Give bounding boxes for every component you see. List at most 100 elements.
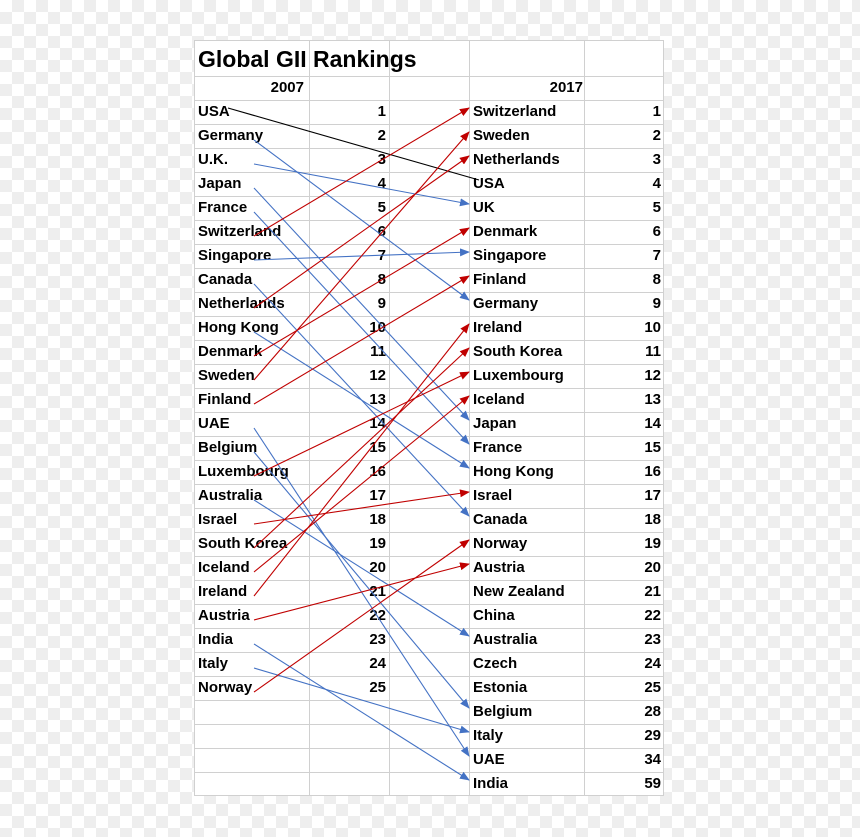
country-2017: Denmark bbox=[473, 223, 538, 240]
rank-change-arrow-down bbox=[253, 667, 470, 734]
rank-2007: 18 bbox=[369, 511, 386, 528]
grid-hline bbox=[194, 795, 664, 796]
grid-hline bbox=[194, 388, 664, 389]
rank-change-arrow-up bbox=[253, 131, 470, 381]
grid-hline bbox=[194, 628, 664, 629]
rank-change-arrow-up bbox=[253, 562, 470, 621]
rank-2017: 6 bbox=[652, 223, 661, 240]
country-2017: Italy bbox=[473, 727, 504, 744]
country-2017: Japan bbox=[473, 415, 517, 432]
rankings-sheet: Global GII Rankings 2007 2017 USA 1 German… bbox=[194, 40, 664, 796]
country-2017: Singapore bbox=[473, 247, 547, 264]
country-2007: France bbox=[198, 199, 248, 216]
country-2007: Belgium bbox=[198, 439, 258, 456]
rank-change-arrow-up bbox=[253, 539, 470, 693]
rank-2017: 1 bbox=[652, 103, 661, 120]
grid-hline bbox=[194, 244, 664, 245]
grid-hline bbox=[194, 556, 664, 557]
rank-2017: 59 bbox=[644, 775, 661, 792]
rank-change-arrow-up bbox=[253, 489, 470, 525]
country-2007: India bbox=[198, 631, 234, 648]
rank-2007: 14 bbox=[369, 415, 386, 432]
rank-change-arrow-up bbox=[253, 323, 470, 597]
rank-2007: 4 bbox=[377, 175, 386, 192]
country-2017: Luxembourg bbox=[473, 367, 564, 384]
rank-2007: 13 bbox=[369, 391, 386, 408]
rank-2017: 29 bbox=[644, 727, 661, 744]
grid-hline bbox=[194, 364, 664, 365]
rank-change-arrow-up bbox=[253, 107, 470, 237]
country-2007: Singapore bbox=[198, 247, 272, 264]
rank-2017: 24 bbox=[644, 655, 661, 672]
grid-vline-title bbox=[309, 40, 310, 76]
rank-2007: 5 bbox=[377, 199, 386, 216]
rank-2017: 2 bbox=[652, 127, 661, 144]
rank-change-arrow-down bbox=[253, 211, 470, 445]
country-2007: South Korea bbox=[198, 535, 288, 552]
rank-change-arrow-down bbox=[253, 451, 470, 709]
grid-hline bbox=[194, 148, 664, 149]
grid-hline bbox=[194, 484, 664, 485]
rank-change-arrow-down bbox=[253, 643, 470, 781]
rank-2017: 16 bbox=[644, 463, 661, 480]
country-2017: Switzerland bbox=[473, 103, 557, 120]
rank-2017: 28 bbox=[644, 703, 661, 720]
rank-2017: 7 bbox=[652, 247, 661, 264]
country-2007: Sweden bbox=[198, 367, 255, 384]
rank-2007: 15 bbox=[369, 439, 386, 456]
country-2017: Israel bbox=[473, 487, 513, 504]
grid-vline bbox=[194, 40, 195, 796]
rank-2017: 5 bbox=[652, 199, 661, 216]
country-2007: Norway bbox=[198, 679, 253, 696]
grid-hline bbox=[194, 268, 664, 269]
rank-2017: 11 bbox=[645, 343, 661, 360]
grid-hline bbox=[194, 700, 664, 701]
grid-hline bbox=[194, 532, 664, 533]
country-2017: Australia bbox=[473, 631, 538, 648]
grid-hline bbox=[194, 124, 664, 125]
rank-2007: 24 bbox=[369, 655, 386, 672]
country-2017: Hong Kong bbox=[473, 463, 554, 480]
country-2007: Austria bbox=[198, 607, 250, 624]
country-2017: India bbox=[473, 775, 509, 792]
rank-2007: 6 bbox=[377, 223, 386, 240]
rank-2007: 2 bbox=[377, 127, 386, 144]
rank-2017: 8 bbox=[652, 271, 661, 288]
grid-vline bbox=[663, 40, 664, 796]
country-2007: Israel bbox=[198, 511, 238, 528]
grid-hline bbox=[194, 292, 664, 293]
grid-hline bbox=[194, 172, 664, 173]
rank-2007: 19 bbox=[369, 535, 386, 552]
country-2017: UK bbox=[473, 199, 495, 216]
country-2017: Germany bbox=[473, 295, 539, 312]
grid-hline bbox=[194, 316, 664, 317]
rank-2017: 20 bbox=[644, 559, 661, 576]
year-header-2007: 2007 bbox=[270, 79, 304, 96]
country-2007: Japan bbox=[198, 175, 242, 192]
country-2007: Germany bbox=[198, 127, 264, 144]
country-2017: China bbox=[473, 607, 515, 624]
country-2017: Finland bbox=[473, 271, 527, 288]
grid-hline bbox=[194, 100, 664, 101]
country-2017: Austria bbox=[473, 559, 525, 576]
rank-2007: 12 bbox=[369, 367, 386, 384]
rank-2017: 19 bbox=[644, 535, 661, 552]
rank-change-arrow-down bbox=[253, 163, 470, 207]
country-2007: UAE bbox=[198, 415, 230, 432]
country-2017: Canada bbox=[473, 511, 528, 528]
rank-2007: 10 bbox=[369, 319, 386, 336]
rank-2017: 12 bbox=[644, 367, 661, 384]
rank-2017: 25 bbox=[644, 679, 661, 696]
rank-change-arrow-down bbox=[253, 499, 470, 637]
country-2017: New Zealand bbox=[473, 583, 565, 600]
rank-2017: 34 bbox=[644, 751, 661, 768]
rank-2017: 10 bbox=[644, 319, 661, 336]
country-2017: Sweden bbox=[473, 127, 530, 144]
grid-hline bbox=[194, 772, 664, 773]
rank-change-arrow-down bbox=[253, 331, 470, 469]
grid-hline bbox=[194, 580, 664, 581]
rank-2007: 17 bbox=[369, 487, 386, 504]
grid-hline bbox=[194, 460, 664, 461]
country-2007: Canada bbox=[198, 271, 253, 288]
sheet-title: Global GII Rankings bbox=[198, 46, 417, 72]
